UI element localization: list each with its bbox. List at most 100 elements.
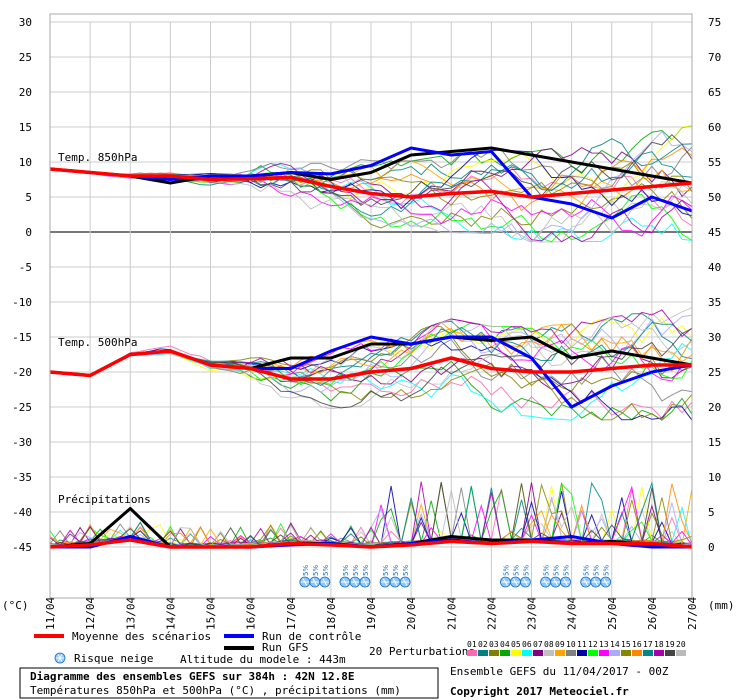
perturbation-id-label: 18 [654,640,664,649]
left-tick-label: 30 [19,16,32,29]
snow-risk-text: 5% [312,565,320,576]
snow-icon: 5% [359,565,371,588]
snow-icon-stroke [362,578,368,586]
perturbation-id-label: 16 [632,640,642,649]
right-tick-label: 65 [708,86,721,99]
snow-icon-stroke [352,578,358,586]
snow-risk-text: 5% [502,565,510,576]
footer-run: Ensemble GEFS du 11/04/2017 - 00Z [450,665,669,678]
perturbation-id-label: 07 [533,640,543,649]
x-tick-label: 11/04 [44,597,57,630]
perturbation-swatch [511,650,521,656]
perturbation-swatch [588,650,598,656]
perturbation-id-label: 09 [555,640,565,649]
right-tick-label: 30 [708,331,721,344]
perturbation-swatch [566,650,576,656]
right-tick-label: 50 [708,191,721,204]
left-tick-label: 15 [19,121,32,134]
perturbation-swatch [533,650,543,656]
snow-icon-stroke [523,578,528,586]
perturbation-id-label: 17 [643,640,653,649]
perturbation-swatch [610,650,620,656]
left-tick-label: -20 [12,366,32,379]
perturbation-id-label: 20 [676,640,686,649]
main-series-lines [49,146,693,549]
snow-risk-text: 5% [352,565,360,576]
snow-icon-stroke [543,578,549,586]
snow-risk-text: 5% [553,565,561,576]
snow-risk-text: 5% [362,565,370,576]
perturbation-id-label: 14 [610,640,620,649]
snow-icon: 5% [590,565,602,588]
perturbation-id-label: 06 [522,640,532,649]
snow-risk-text: 5% [583,565,591,576]
snow-icon: 5% [600,565,612,588]
snow-icon: 5% [580,565,592,588]
snow-icon: 5% [349,565,361,588]
snow-icon-stroke [583,578,589,586]
snow-risk-text: 5% [603,565,611,576]
perturbation-id-label: 10 [566,640,576,649]
right-tick-label: 55 [708,156,721,169]
legend-snow-label: Risque neige [74,652,153,665]
snow-icon-stroke [593,578,599,586]
snow-risk-text: 5% [302,565,310,576]
right-tick-label: 60 [708,121,721,134]
snow-icon: 5% [299,565,311,588]
right-tick-label: 0 [708,541,715,554]
snow-icon: 5% [309,565,321,588]
left-tick-label: -40 [12,506,32,519]
perturbation-swatch [522,650,532,656]
left-tick-label: 5 [25,191,32,204]
right-tick-label: 5 [708,506,715,519]
snow-risk-text: 5% [382,565,390,576]
snow-risk-text: 5% [522,565,530,576]
x-tick-label: 27/04 [686,597,699,630]
perturbation-swatch [544,650,554,656]
x-tick-label: 16/04 [245,597,258,630]
series-t850-control [49,146,693,220]
perturbation-id-label: 02 [478,640,488,649]
snow-risk-text: 5% [402,565,410,576]
snow-risk-text: 5% [563,565,571,576]
snow-risk-text: 5% [543,565,551,576]
left-unit-label: (°C) [2,599,29,612]
snow-icon-stroke [603,578,609,586]
legend-gfs-label: Run GFS [262,641,308,654]
x-tick-label: 26/04 [646,597,659,630]
perturbation-swatch [632,650,642,656]
snow-icon-stroke [503,578,508,586]
right-tick-label: 35 [708,296,721,309]
left-tick-label: 0 [25,226,32,239]
right-tick-label: 25 [708,366,721,379]
left-tick-label: -10 [12,296,32,309]
legend: Moyenne des scénarios Run de contrôle Ru… [34,630,686,666]
series-t850-mean [49,167,693,199]
footer-title: Diagramme des ensembles GEFS sur 384h : … [30,670,355,683]
snow-icon-stroke [553,578,559,586]
perturbation-id-label: 13 [599,640,609,649]
snow-icon-stroke [322,578,328,586]
x-tick-label: 15/04 [205,597,218,630]
snow-icon: 5% [550,565,561,588]
snow-icon: 5% [520,565,531,588]
perturbation-swatch [676,650,686,656]
perturbation-swatch [489,650,499,656]
x-tick-label: 13/04 [124,597,137,630]
right-tick-label: 45 [708,226,721,239]
perturbation-id-label: 11 [577,640,587,649]
panel-label-t500: Temp. 500hPa [58,336,137,349]
snow-risk-text: 5% [593,565,601,576]
snow-icon: 5% [540,565,551,588]
snow-risk-text: 5% [512,565,520,576]
perturbation-swatch [654,650,664,656]
snow-risk-text: 5% [342,565,350,576]
snow-icon-stroke [513,578,518,586]
footer-box [19,667,439,699]
footer-copyright: Copyright 2017 Meteociel.fr [450,685,629,698]
perturbation-id-label: 01 [467,640,477,649]
perturbation-swatch [467,650,477,656]
snow-risk-text: 5% [322,565,330,576]
perturbation-id-label: 05 [511,640,521,649]
